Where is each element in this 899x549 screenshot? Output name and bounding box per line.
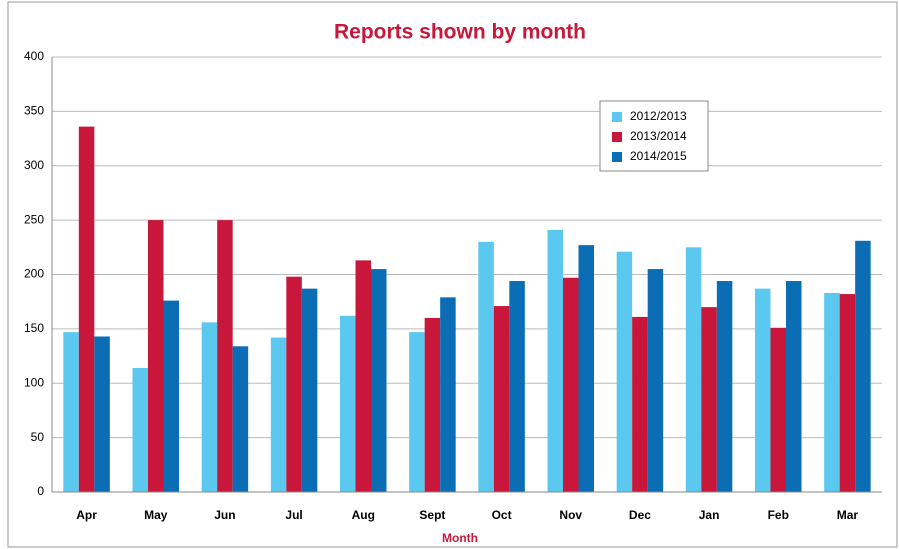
x-tick-label: Aug bbox=[352, 508, 375, 522]
bar bbox=[132, 368, 148, 492]
legend-label: 2012/2013 bbox=[630, 109, 687, 123]
bar bbox=[755, 288, 771, 492]
x-tick-label: Nov bbox=[559, 508, 582, 522]
bar bbox=[716, 281, 733, 492]
x-tick-label: Feb bbox=[768, 508, 789, 522]
bar bbox=[286, 276, 302, 492]
legend-swatch bbox=[612, 112, 622, 122]
x-tick-label: Sept bbox=[419, 508, 445, 522]
bar bbox=[340, 315, 356, 492]
x-tick-label: Jul bbox=[285, 508, 302, 522]
bar bbox=[148, 220, 164, 492]
bar bbox=[478, 241, 494, 492]
y-tick-label: 100 bbox=[24, 375, 44, 389]
bar bbox=[94, 336, 110, 492]
x-tick-label: Apr bbox=[76, 508, 97, 522]
bar bbox=[355, 260, 371, 492]
bar bbox=[824, 292, 840, 492]
bar bbox=[371, 269, 387, 492]
bar bbox=[509, 281, 525, 492]
bar bbox=[563, 277, 579, 492]
x-tick-label: May bbox=[144, 508, 168, 522]
bar bbox=[201, 322, 218, 492]
bar bbox=[632, 316, 648, 492]
bar bbox=[578, 245, 594, 492]
bar bbox=[685, 247, 702, 492]
chart-title: Reports shown by month bbox=[334, 21, 586, 44]
y-tick-label: 50 bbox=[31, 430, 45, 444]
legend-swatch bbox=[612, 152, 622, 162]
bar bbox=[270, 337, 287, 492]
legend: 2012/2013 2013/2014 2014/2015 bbox=[599, 100, 709, 172]
bar bbox=[301, 288, 318, 492]
bar bbox=[701, 307, 717, 492]
bar bbox=[616, 251, 633, 492]
bar bbox=[440, 297, 456, 492]
x-tick-label: Mar bbox=[837, 508, 859, 522]
bar bbox=[547, 229, 563, 492]
bar bbox=[409, 332, 425, 492]
y-tick-label: 400 bbox=[24, 49, 44, 63]
bar bbox=[78, 126, 95, 492]
y-tick-label: 150 bbox=[24, 321, 44, 335]
y-tick-label: 300 bbox=[24, 158, 44, 172]
bar bbox=[839, 294, 856, 492]
y-tick-label: 0 bbox=[37, 484, 44, 498]
bar bbox=[163, 300, 179, 492]
bar bbox=[855, 240, 871, 492]
x-tick-label: Jun bbox=[214, 508, 235, 522]
legend-label: 2014/2015 bbox=[630, 149, 687, 163]
legend-label: 2013/2014 bbox=[630, 129, 687, 143]
bar bbox=[217, 220, 233, 492]
x-tick-label: Oct bbox=[492, 508, 512, 522]
y-tick-label: 350 bbox=[24, 104, 44, 118]
bars bbox=[63, 126, 871, 492]
legend-swatch bbox=[612, 132, 622, 142]
x-axis-label: Month bbox=[442, 531, 478, 545]
y-tick-label: 250 bbox=[24, 212, 44, 226]
bar bbox=[647, 269, 664, 492]
y-tick-label: 200 bbox=[24, 267, 44, 281]
bar bbox=[786, 281, 802, 492]
bar bbox=[424, 318, 441, 492]
bar bbox=[770, 327, 786, 492]
x-tick-label: Jan bbox=[699, 508, 720, 522]
bar bbox=[232, 346, 249, 492]
bar bbox=[493, 306, 510, 492]
bar bbox=[63, 332, 79, 492]
x-tick-label: Dec bbox=[629, 508, 651, 522]
